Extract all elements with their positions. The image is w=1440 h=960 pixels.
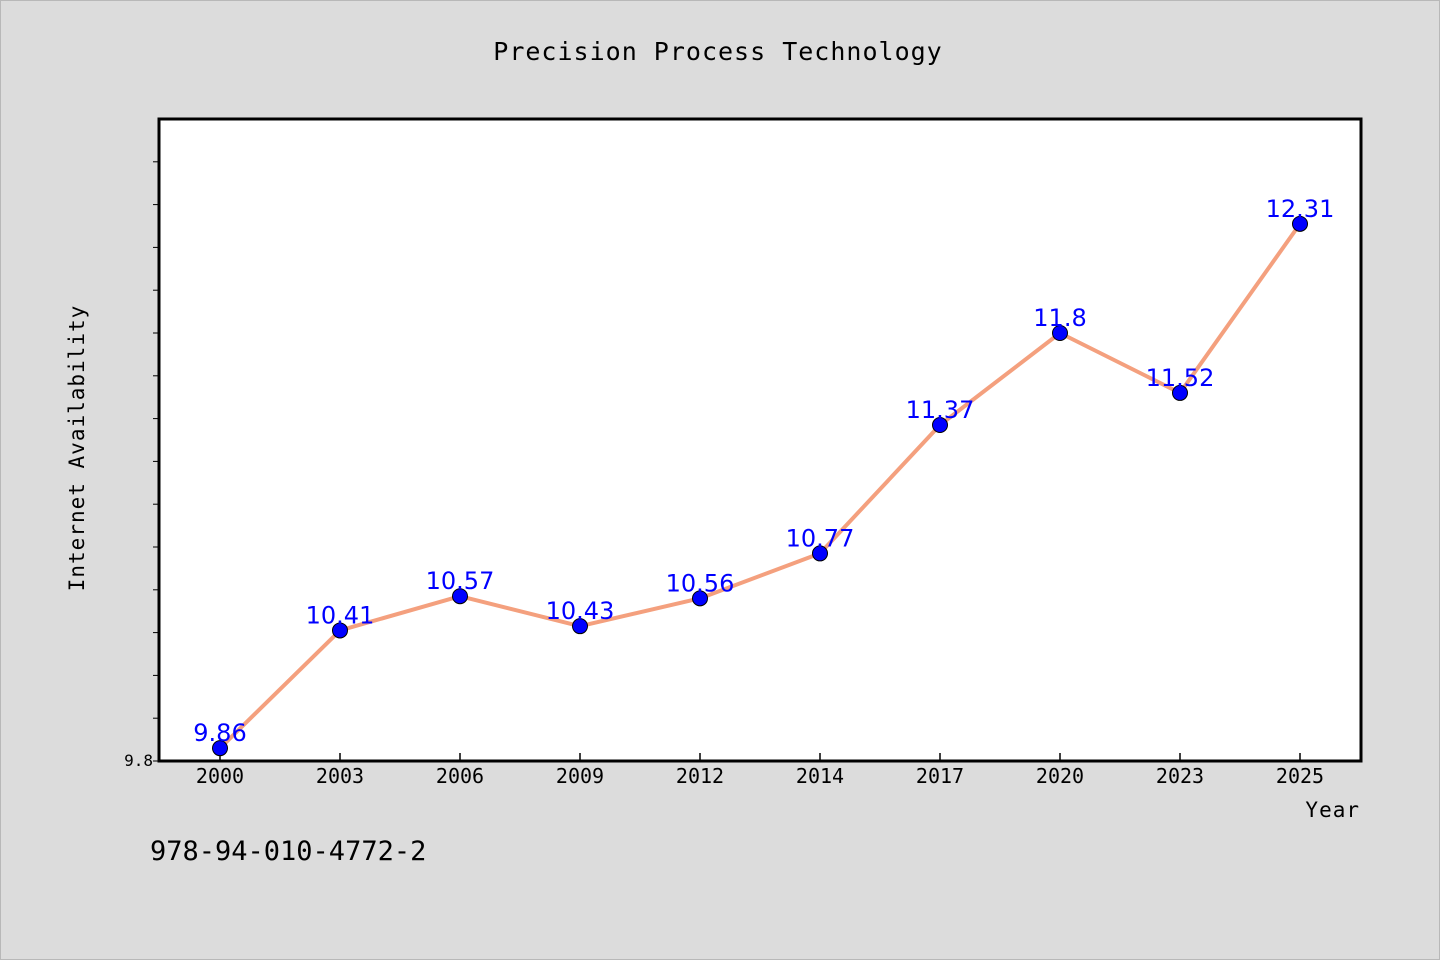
data-point-2023 <box>1172 384 1188 401</box>
series-line <box>218 221 1302 751</box>
data-point-2020 <box>1052 325 1068 341</box>
x-tick-label-2023: 2023 <box>1156 764 1204 788</box>
isbn-code: 978-94-010-4772-2 <box>150 836 427 867</box>
data-point-2000 <box>212 740 228 757</box>
data-label-2003: 10.41 <box>306 601 375 629</box>
data-label-2017: 11.37 <box>906 396 975 424</box>
data-point-2006 <box>452 588 468 605</box>
series-layer <box>218 221 1302 751</box>
x-tick-label-2025: 2025 <box>1276 764 1324 788</box>
x-axis-ticks <box>219 753 1301 761</box>
chart-title: Precision Process Technology <box>493 37 942 66</box>
data-point-2003 <box>332 622 348 639</box>
data-label-2000: 9.86 <box>193 719 246 747</box>
data-point-2017 <box>932 417 948 434</box>
y-axis-ticks <box>153 161 159 762</box>
plot-area <box>157 117 1363 763</box>
y-axis-label: Internet Availability <box>65 305 89 592</box>
x-tick-label-2020: 2020 <box>1036 764 1084 788</box>
data-label-2009: 10.43 <box>546 597 615 625</box>
x-axis-tick-labels: 2000 2003 2006 2009 2012 2014 2017 2020 2023 2025 <box>196 764 1324 788</box>
data-label-2025: 12.31 <box>1266 195 1335 223</box>
data-point-2012 <box>692 590 708 607</box>
data-point-2025 <box>1292 215 1308 232</box>
x-tick-label-2017: 2017 <box>916 764 964 788</box>
data-label-2014: 10.77 <box>786 524 855 552</box>
x-tick-label-2003: 2003 <box>316 764 364 788</box>
y-tick-label-min: 9.8 <box>124 751 153 770</box>
x-tick-label-2000: 2000 <box>196 764 244 788</box>
data-label-2020: 11.8 <box>1033 304 1086 332</box>
x-tick-label-2012: 2012 <box>676 764 724 788</box>
data-point-2014 <box>812 545 828 562</box>
data-point-2009 <box>572 618 588 635</box>
data-label-layer: 9.86 10.41 10.57 10.43 10.56 10.77 11.37 11.8 11… <box>193 195 1334 747</box>
x-tick-label-2009: 2009 <box>556 764 604 788</box>
x-axis-label: Year <box>1305 798 1360 822</box>
data-label-2012: 10.56 <box>666 569 735 597</box>
x-tick-label-2006: 2006 <box>436 764 484 788</box>
marker-layer <box>212 215 1308 757</box>
data-label-2006: 10.57 <box>426 567 495 595</box>
data-label-2023: 11.52 <box>1146 364 1215 392</box>
x-tick-label-2014: 2014 <box>796 764 844 788</box>
